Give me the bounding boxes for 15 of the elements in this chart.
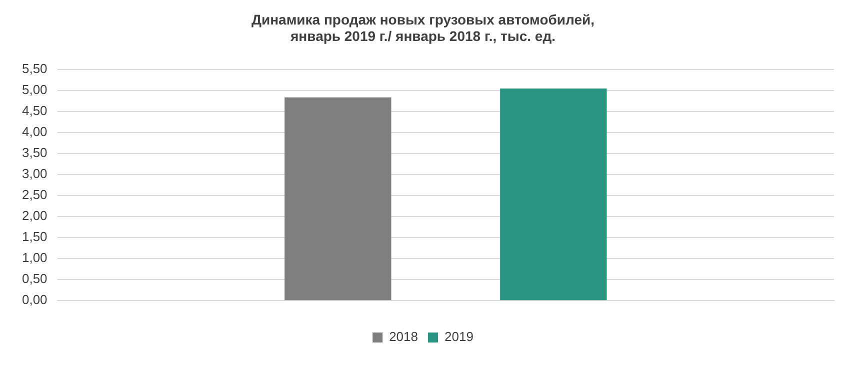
y-tick-label: 3,00 xyxy=(22,166,48,182)
y-tick-label: 4,50 xyxy=(22,103,48,118)
legend-label: 2018 xyxy=(389,329,418,344)
y-tick-label: 4,00 xyxy=(22,124,48,140)
y-tick-label: 0,00 xyxy=(22,292,48,308)
y-tick-label: 2,50 xyxy=(22,187,48,202)
y-tick-label: 1,00 xyxy=(22,250,48,266)
y-tick-label: 5,50 xyxy=(22,61,48,76)
y-tick-label: 3,50 xyxy=(22,145,48,160)
chart-title: Динамика продаж новых грузовых автомобилей, январь 2019 г./ январь 2018 г., тыс. ед. xyxy=(252,11,594,44)
y-tick-label: 1,50 xyxy=(22,229,48,244)
y-tick-label: 5,00 xyxy=(22,82,48,98)
y-tick-label: 2,00 xyxy=(22,208,48,224)
y-tick-label: 0,50 xyxy=(22,271,48,286)
legend-label: 2019 xyxy=(444,329,474,344)
